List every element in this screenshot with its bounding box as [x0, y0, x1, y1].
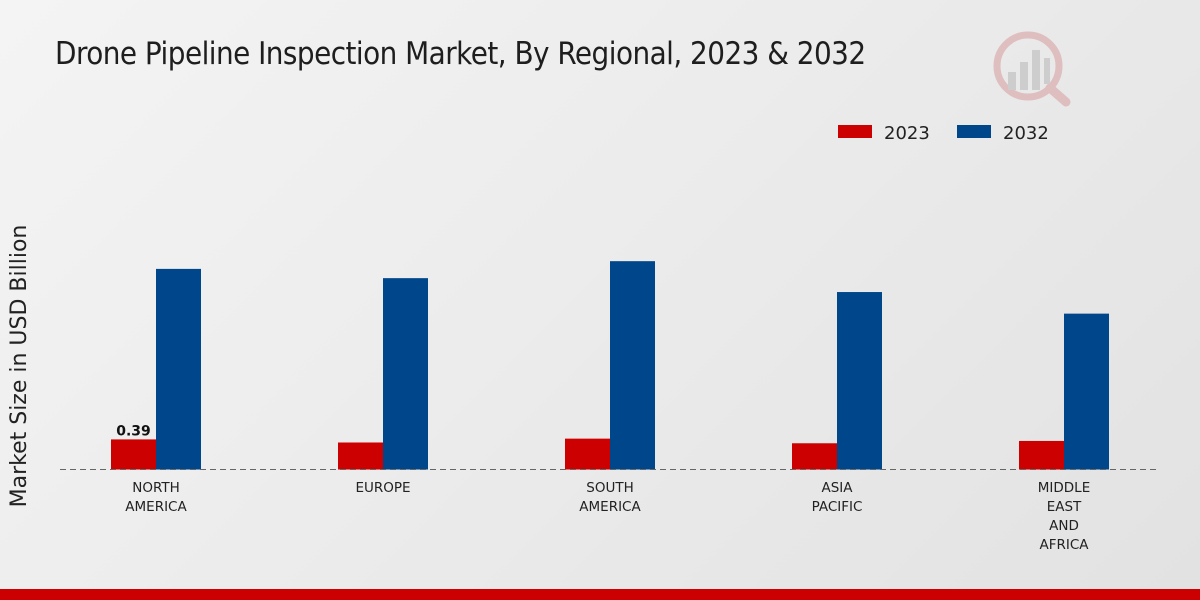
y-axis-title: Market Size in USD Billion — [7, 225, 32, 508]
bar-2032-3 — [837, 292, 882, 470]
bar-2023-1 — [338, 442, 383, 470]
bar-2032-4 — [1064, 313, 1109, 470]
bar-2032-2 — [610, 261, 655, 470]
x-tick-label-3: ASIA PACIFIC — [812, 480, 863, 515]
chart-title: Drone Pipeline Inspection Market, By Reg… — [55, 36, 866, 72]
x-tick-label-2: SOUTH AMERICA — [579, 480, 641, 515]
bar-2032-1 — [383, 278, 428, 470]
bar-2032-0 — [156, 268, 201, 470]
legend-item-2032: 2032 — [957, 123, 1049, 144]
legend-item-2023: 2023 — [838, 123, 930, 144]
bar-2023-0 — [111, 439, 156, 470]
bar-2023-2 — [565, 438, 610, 470]
legend-swatch-2032 — [957, 125, 991, 138]
x-tick-label-1: EUROPE — [355, 480, 410, 496]
legend-label-2023: 2023 — [884, 123, 930, 144]
brand-logo-icon — [993, 31, 1071, 107]
bar-2023-3 — [792, 443, 837, 470]
bar-2023-4 — [1019, 440, 1064, 470]
x-tick-label-0: NORTH AMERICA — [125, 480, 187, 515]
x-tick-label-4: MIDDLE EAST AND AFRICA — [1038, 480, 1090, 553]
data-label-0: 0.39 — [116, 423, 151, 439]
legend-label-2032: 2032 — [1003, 123, 1049, 144]
legend-swatch-2023 — [838, 125, 872, 138]
footer-band — [0, 589, 1200, 600]
